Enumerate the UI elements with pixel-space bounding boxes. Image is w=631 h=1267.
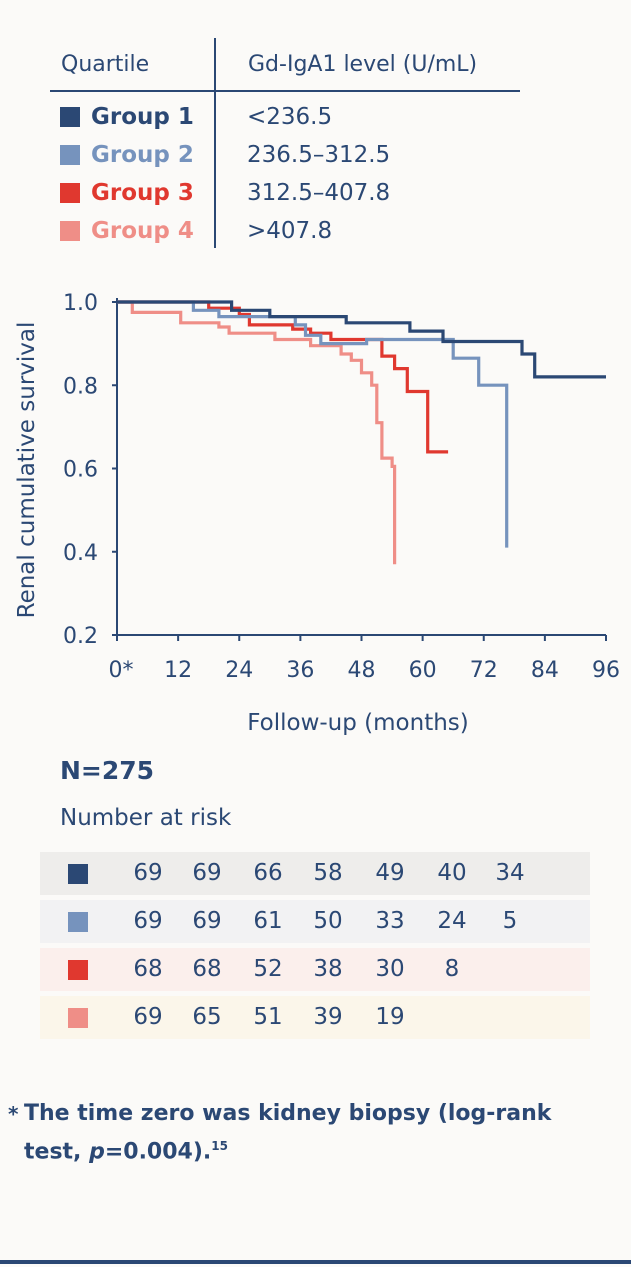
legend-header-quartile: Quartile (61, 51, 150, 77)
legend-row: Group 4 >407.8 (50, 212, 520, 250)
risk-row-swatch (68, 864, 88, 884)
x-tick-label: 36 (286, 658, 314, 683)
x-tick-label: 48 (348, 658, 376, 683)
footnote-p: p (89, 1139, 105, 1165)
legend-header: Quartile Gd-IgA1 level (U/mL) (50, 38, 520, 92)
risk-row-swatch (68, 1008, 88, 1028)
risk-row: 69 65 51 39 19 (40, 996, 590, 1039)
footnote-ref: 15 (211, 1139, 228, 1153)
risk-cell: 24 (437, 908, 467, 934)
chart-axes: 0.2 0.4 0.6 0.8 1.0 0* 12 24 36 48 60 72 84 96 (63, 291, 620, 683)
group-4-range: >407.8 (247, 218, 333, 244)
footnote-text: The time zero was kidney biopsy (log-ran… (24, 1101, 552, 1165)
risk-cell: 5 (502, 908, 518, 934)
group-2-swatch (60, 145, 80, 165)
risk-cell: 49 (375, 860, 405, 886)
series-line-group-3 (117, 300, 449, 454)
x-tick-label: 72 (470, 658, 498, 683)
risk-cell: 65 (192, 1004, 222, 1030)
group-2-label: Group 2 (91, 142, 194, 168)
x-tick-label: 96 (592, 658, 620, 683)
legend-header-level: Gd-IgA1 level (U/mL) (248, 51, 478, 77)
group-1-range: <236.5 (247, 104, 333, 130)
group-3-swatch (60, 183, 80, 203)
legend-row: Group 3 312.5–407.8 (50, 174, 520, 212)
group-3-label: Group 3 (91, 180, 194, 206)
risk-cell: 38 (313, 956, 343, 982)
x-tick-label: 0* (109, 658, 134, 683)
risk-cell: 69 (192, 908, 222, 934)
group-4-swatch (60, 221, 80, 241)
group-1-label: Group 1 (91, 104, 194, 130)
risk-cell: 68 (192, 956, 222, 982)
footnote: * The time zero was kidney biopsy (log-r… (8, 1098, 608, 1168)
y-axis-label: Renal cumulative survival (14, 322, 40, 619)
footnote-star: * (8, 1102, 19, 1126)
y-tick-label: 0.8 (63, 374, 98, 399)
risk-row: 69 69 61 50 33 24 5 (40, 900, 590, 943)
group-2-range: 236.5–312.5 (247, 142, 391, 168)
y-tick-label: 1.0 (63, 291, 98, 316)
risk-cell: 69 (133, 860, 163, 886)
x-axis-label: Follow-up (months) (247, 710, 469, 736)
x-tick-label: 12 (164, 658, 192, 683)
group-legend-table: Quartile Gd-IgA1 level (U/mL) Group 1 <2… (50, 38, 520, 250)
risk-row-swatch (68, 960, 88, 980)
risk-cell: 69 (192, 860, 222, 886)
risk-cell: 50 (313, 908, 343, 934)
y-tick-label: 0.6 (63, 458, 98, 483)
risk-cell: 34 (495, 860, 525, 886)
y-tick-label: 0.4 (63, 541, 98, 566)
risk-cell: 58 (313, 860, 343, 886)
legend-row: Group 1 <236.5 (50, 98, 520, 136)
risk-cell: 69 (133, 908, 163, 934)
legend-divider (214, 38, 216, 248)
risk-cell: 68 (133, 956, 163, 982)
number-at-risk-table: 69 69 66 58 49 40 34 69 69 61 50 33 24 5 68 68 52 38 30 8 69… (40, 852, 590, 1044)
survival-chart: 0.2 0.4 0.6 0.8 1.0 0* 12 24 36 48 60 72 84 96 Renal … (14, 291, 620, 736)
risk-row: 68 68 52 38 30 8 (40, 948, 590, 991)
x-tick-label: 24 (225, 658, 253, 683)
risk-cell: 8 (444, 956, 460, 982)
risk-cell: 61 (253, 908, 283, 934)
risk-cell: 39 (313, 1004, 343, 1030)
sample-size: N=275 (60, 756, 155, 785)
risk-cell: 52 (253, 956, 283, 982)
legend-row: Group 2 236.5–312.5 (50, 136, 520, 174)
risk-row-swatch (68, 912, 88, 932)
series-line-group-1 (117, 300, 606, 379)
footnote-p-value: =0.004). (104, 1139, 212, 1165)
risk-cell: 30 (375, 956, 405, 982)
risk-cell: 33 (375, 908, 405, 934)
risk-cell: 69 (133, 1004, 163, 1030)
risk-cell: 19 (375, 1004, 405, 1030)
risk-cell: 40 (437, 860, 467, 886)
risk-row: 69 69 66 58 49 40 34 (40, 852, 590, 895)
group-3-range: 312.5–407.8 (247, 180, 391, 206)
series-line-group-4 (117, 300, 397, 565)
group-4-label: Group 4 (91, 218, 194, 244)
group-1-swatch (60, 107, 80, 127)
risk-cell: 51 (253, 1004, 283, 1030)
bottom-rule (0, 1260, 631, 1264)
series-line-group-2 (117, 300, 509, 548)
risk-cell: 66 (253, 860, 283, 886)
x-tick-label: 60 (409, 658, 437, 683)
y-tick-label: 0.2 (63, 624, 98, 649)
chart-series (117, 300, 606, 565)
x-tick-label: 84 (531, 658, 559, 683)
risk-table-title: Number at risk (60, 805, 232, 831)
